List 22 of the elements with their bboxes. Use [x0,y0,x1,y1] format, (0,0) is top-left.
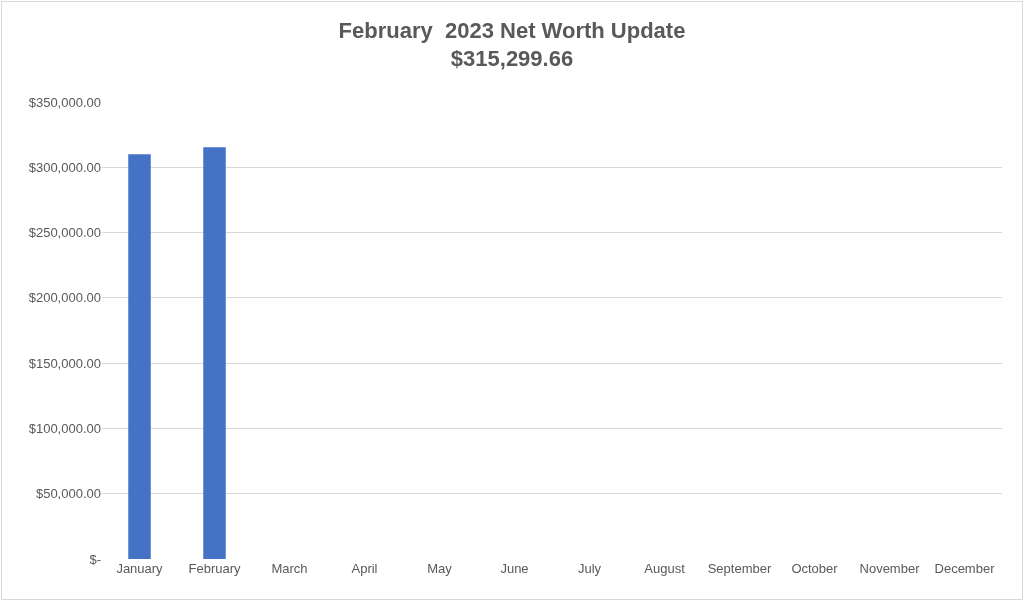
y-tick-label: $250,000.00 [28,225,101,241]
y-tick-label: $50,000.00 [35,486,101,502]
y-tick-label: $200,000.00 [28,290,101,306]
x-tick-label: January [116,561,164,576]
x-tick-label: May [427,561,453,576]
x-tick-label: March [271,561,308,576]
y-tick-label: $300,000.00 [28,159,101,175]
x-tick-label: August [644,561,686,576]
y-tick-label: $100,000.00 [28,420,101,436]
x-tick-label: September [707,561,772,576]
y-tick-label: $150,000.00 [28,355,101,371]
x-tick-label: December [934,561,996,576]
x-tick-label: February [188,561,241,576]
x-tick-label: July [577,561,602,576]
x-tick-label: November [859,561,921,576]
x-tick-label: June [500,561,529,576]
x-tick-label: October [791,561,839,576]
y-tick-label: $- [89,551,101,567]
chart-subtitle: $315,299.66 [450,46,574,72]
chart-title: February 2023 Net Worth Update [338,17,686,43]
y-tick-label: $350,000.00 [28,94,101,110]
x-tick-label: April [351,561,378,576]
